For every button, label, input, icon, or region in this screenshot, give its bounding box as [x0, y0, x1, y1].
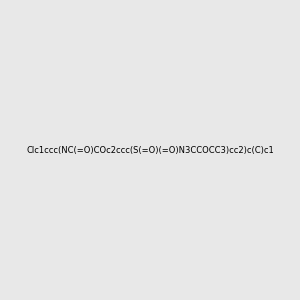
Text: Clc1ccc(NC(=O)COc2ccc(S(=O)(=O)N3CCOCC3)cc2)c(C)c1: Clc1ccc(NC(=O)COc2ccc(S(=O)(=O)N3CCOCC3)… — [26, 146, 274, 154]
